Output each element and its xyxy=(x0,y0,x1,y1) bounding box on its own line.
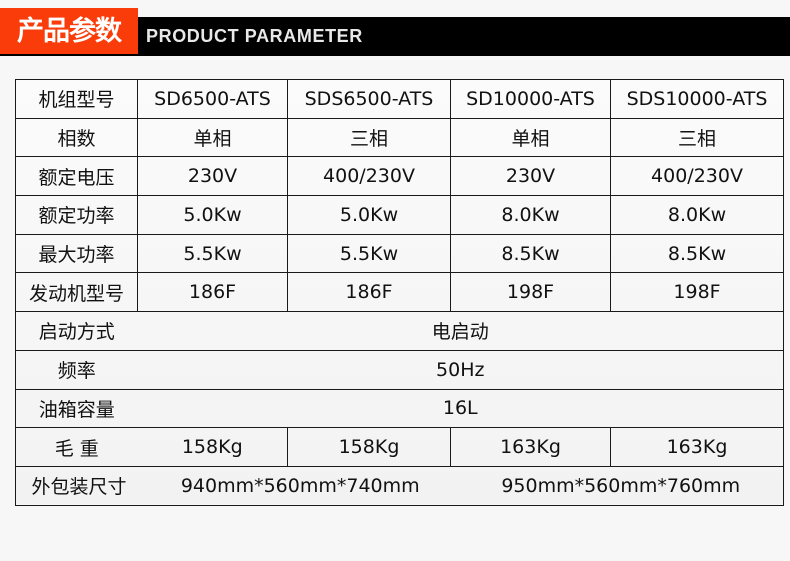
cell-value: 5.5Kw xyxy=(137,233,288,274)
cell-value-merged: 16L xyxy=(137,388,784,429)
cell-value: 8.0Kw xyxy=(610,195,784,235)
cell-value: 8.5Kw xyxy=(610,233,784,274)
packaging-dimensions-row: 外包装尺寸 940mm*560mm*740mm 950mm*560mm*760m… xyxy=(15,465,784,506)
cell-value: 158Kg xyxy=(287,427,451,467)
cell-value: 5.0Kw xyxy=(287,195,451,235)
cell-value: 198F xyxy=(450,272,611,313)
table-row: 毛 重 158Kg 158Kg 163Kg 163Kg xyxy=(15,427,784,467)
cell-value-merged: 50Hz xyxy=(137,349,784,390)
header-badge-label: 产品参数 xyxy=(17,15,122,47)
cell-value: 三相 xyxy=(610,117,784,158)
row-label: 频率 xyxy=(15,349,138,390)
row-label: 最大功率 xyxy=(15,233,138,274)
cell-value: 三相 xyxy=(287,117,451,158)
cell-value: 8.0Kw xyxy=(450,195,611,235)
table-row: 相数 单相 三相 单相 三相 xyxy=(15,117,784,158)
cell-value: SDS6500-ATS xyxy=(287,79,451,119)
cell-value: 单相 xyxy=(137,117,288,158)
cell-value: 单相 xyxy=(450,117,611,158)
table-row: 发动机型号 186F 186F 198F 198F xyxy=(15,272,784,313)
cell-value: 950mm*560mm*760mm xyxy=(501,474,741,497)
table-row: 外包装尺寸 940mm*560mm*740mm 950mm*560mm*760m… xyxy=(15,465,784,506)
cell-value: SD6500-ATS xyxy=(137,79,288,119)
page-header-banner: 产品参数 PRODUCT PARAMETER xyxy=(0,0,790,62)
cell-value: 940mm*560mm*740mm xyxy=(180,474,420,497)
cell-value: SD10000-ATS xyxy=(450,79,611,119)
table-row: 油箱容量 16L xyxy=(15,388,784,429)
cell-value: 186F xyxy=(287,272,451,313)
cell-value: 5.5Kw xyxy=(287,233,451,274)
table-row: 额定电压 230V 400/230V 230V 400/230V xyxy=(15,156,784,197)
table-row: 机组型号 SD6500-ATS SDS6500-ATS SD10000-ATS … xyxy=(15,79,784,119)
cell-value: 230V xyxy=(137,156,288,197)
product-parameter-table-container: 机组型号 SD6500-ATS SDS6500-ATS SD10000-ATS … xyxy=(15,79,784,544)
row-label: 相数 xyxy=(15,117,138,158)
cell-value: 198F xyxy=(610,272,784,313)
cell-value: 163Kg xyxy=(610,427,784,467)
cell-value: 400/230V xyxy=(610,156,784,197)
product-parameter-table: 机组型号 SD6500-ATS SDS6500-ATS SD10000-ATS … xyxy=(15,79,784,506)
cell-value: 163Kg xyxy=(450,427,611,467)
table-row: 启动方式 电启动 xyxy=(15,311,784,351)
row-label: 油箱容量 xyxy=(15,388,138,429)
table-row: 频率 50Hz xyxy=(15,349,784,390)
row-label: 启动方式 xyxy=(15,311,138,351)
cell-value: 8.5Kw xyxy=(450,233,611,274)
cell-value: SDS10000-ATS xyxy=(610,79,784,119)
cell-value: 158Kg xyxy=(137,427,288,467)
header-title: PRODUCT PARAMETER xyxy=(146,26,363,46)
row-label: 机组型号 xyxy=(15,79,138,119)
cell-value: 400/230V xyxy=(287,156,451,197)
cell-value: 5.0Kw xyxy=(137,195,288,235)
cell-value: 230V xyxy=(450,156,611,197)
table-row: 额定功率 5.0Kw 5.0Kw 8.0Kw 8.0Kw xyxy=(15,195,784,235)
row-label: 毛 重 xyxy=(15,427,138,467)
row-label: 额定电压 xyxy=(15,156,138,197)
header-badge: 产品参数 xyxy=(0,8,138,54)
row-label: 发动机型号 xyxy=(15,272,138,313)
row-label: 外包装尺寸 xyxy=(31,476,127,499)
table-row: 最大功率 5.5Kw 5.5Kw 8.5Kw 8.5Kw xyxy=(15,233,784,274)
cell-value: 186F xyxy=(137,272,288,313)
cell-value-merged: 电启动 xyxy=(137,311,784,351)
row-label: 额定功率 xyxy=(15,195,138,235)
